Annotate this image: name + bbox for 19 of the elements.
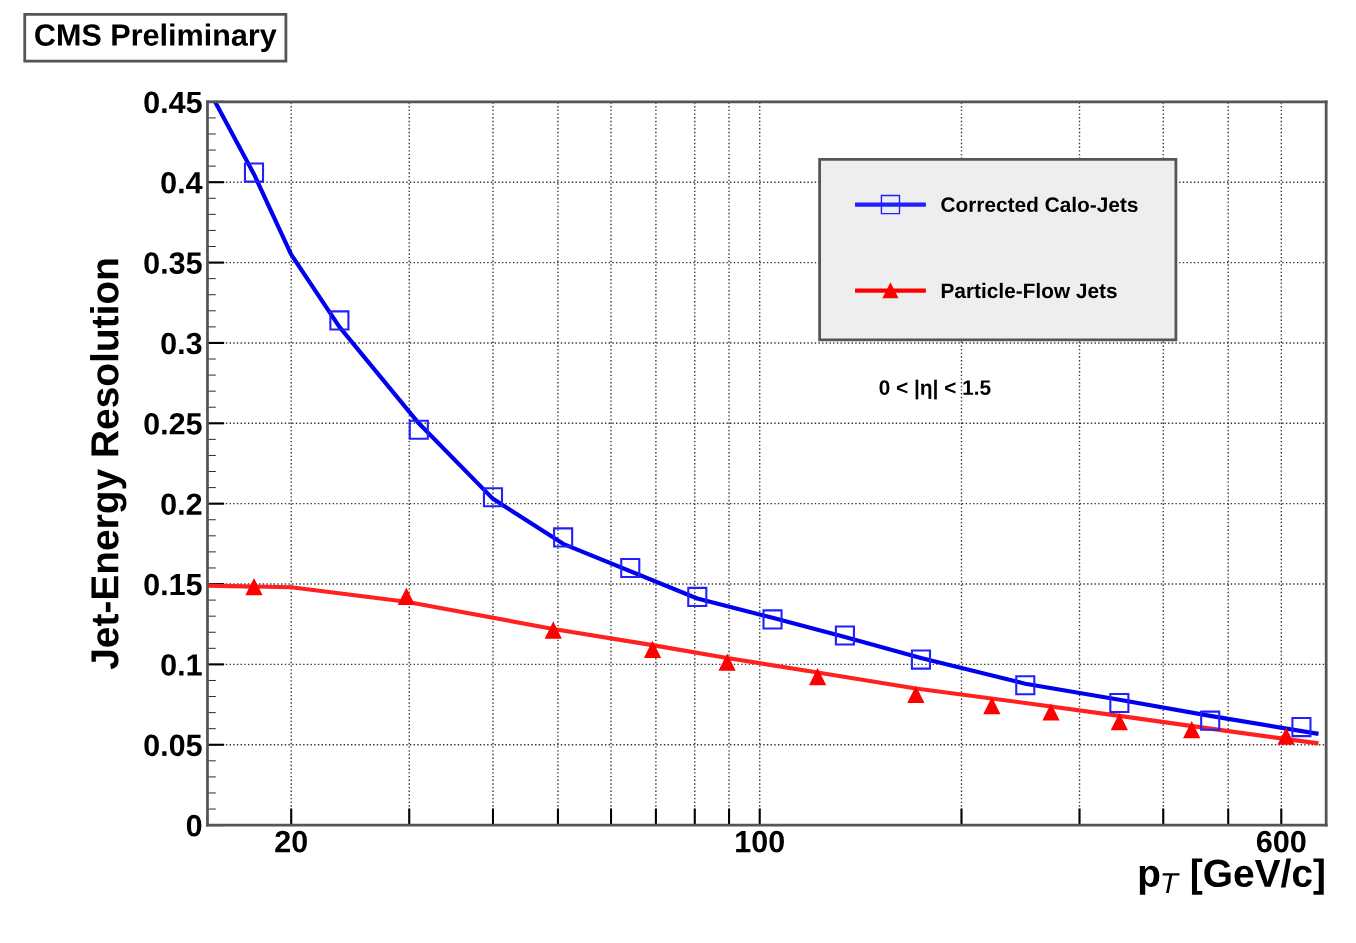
legend-label: Particle-Flow Jets <box>941 282 1117 299</box>
x-axis-title: p$_{T}$ [GeV/c] <box>1139 858 1324 895</box>
annotation: 0 < |η| < 1.5 <box>879 379 991 400</box>
y-tick-label: 0.25 <box>144 413 202 435</box>
legend-label: Corrected Calo-Jets <box>941 196 1138 213</box>
y-tick-label: 0.45 <box>144 91 202 114</box>
y-tick-label: 0.35 <box>144 252 202 274</box>
y-axis-title: Jet-Energy Resolution <box>90 259 127 670</box>
y-tick-label: 0.05 <box>144 734 202 757</box>
y-tick-label: 0.2 <box>161 493 202 516</box>
x-tick-label: 100 <box>736 830 784 853</box>
x-tick-label: 600 <box>1256 830 1306 853</box>
y-tick-label: 0 <box>186 814 202 837</box>
x-tick-label: 20 <box>275 830 307 853</box>
text: CMS Preliminary <box>35 23 277 52</box>
y-tick-label: 0.4 <box>161 171 203 194</box>
y-tick-label: 0.3 <box>161 332 202 355</box>
y-tick-label: 0.1 <box>161 654 202 676</box>
y-tick-label: 0.15 <box>144 573 202 596</box>
